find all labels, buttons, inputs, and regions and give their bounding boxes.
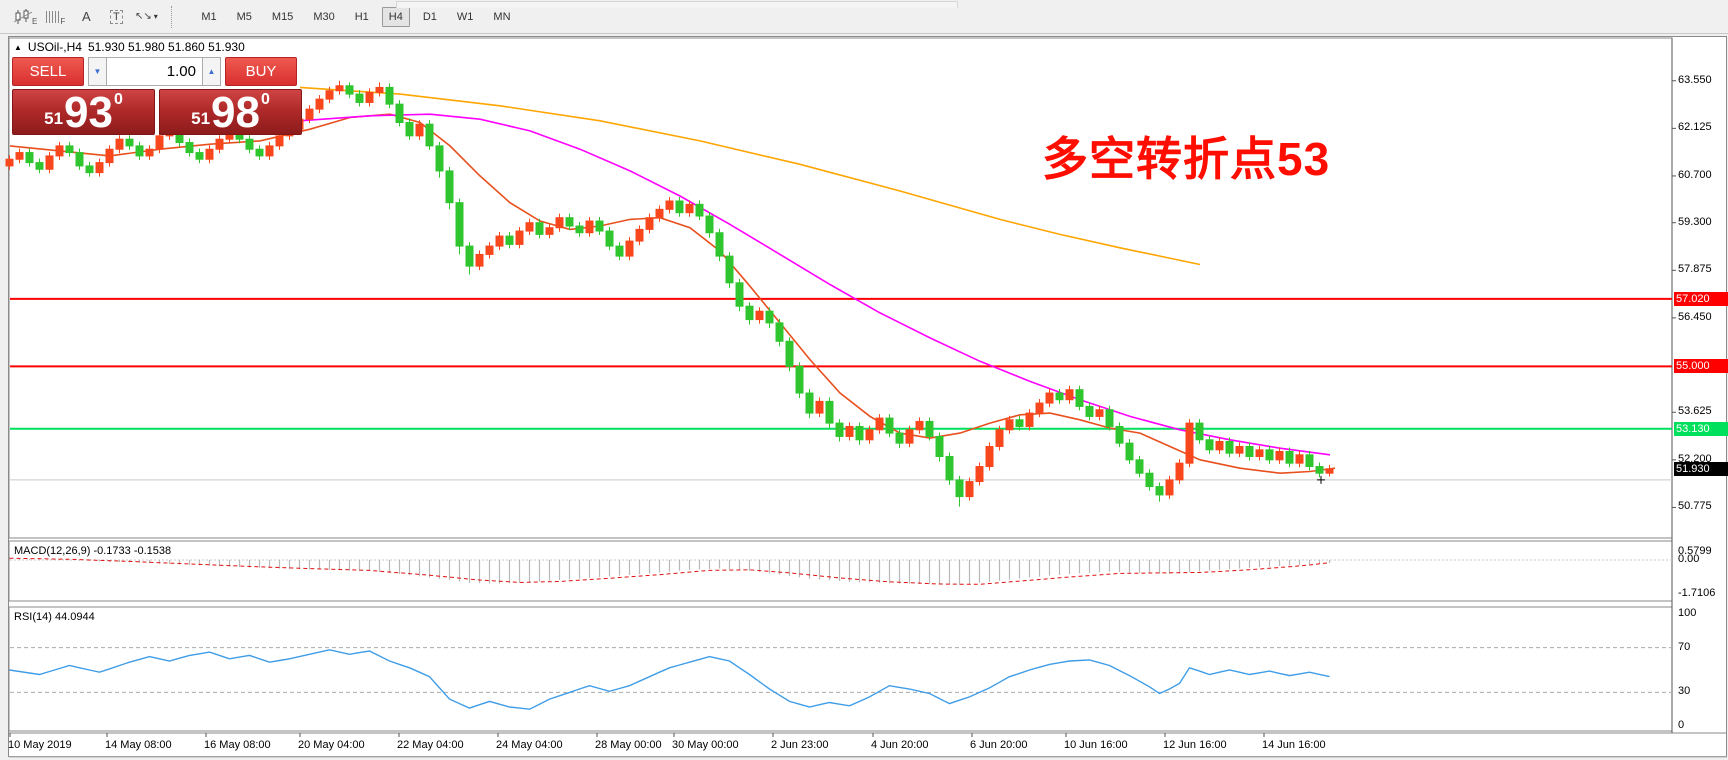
- price-axis-label: 53.625: [1678, 405, 1712, 417]
- date-axis-label: 20 May 04:00: [298, 739, 365, 751]
- text-label-glyph: A: [82, 9, 91, 24]
- price-axis-label: 57.875: [1678, 263, 1712, 275]
- volume-increase-button[interactable]: ▲: [202, 57, 221, 86]
- drawing-tools-group: E F A T ↖↘ ▾: [10, 4, 161, 30]
- sell-quote-box[interactable]: 51 93 0: [12, 89, 155, 135]
- volume-input[interactable]: [107, 57, 202, 86]
- date-axis-label: 16 May 08:00: [204, 739, 271, 751]
- toolbar-chrome-strip: [396, 1, 958, 8]
- chart-window[interactable]: [8, 36, 1727, 757]
- price-level-badge: 53.130: [1674, 422, 1728, 436]
- date-axis-label: 30 May 00:00: [672, 739, 739, 751]
- ohlc-values: 51.930 51.980 51.860 51.930: [87, 40, 245, 54]
- macd-scale-label: 0.5799: [1678, 545, 1712, 557]
- timeframe-button-mn[interactable]: MN: [493, 10, 511, 23]
- grid-icon[interactable]: F: [44, 5, 68, 29]
- volume-stepper: ▼ ▲: [88, 57, 221, 86]
- buy-button[interactable]: BUY: [225, 57, 297, 86]
- price-level-badge: 57.020: [1674, 292, 1728, 306]
- cursor-arrows-glyph: ↖↘: [134, 11, 152, 22]
- date-axis-label: 22 May 04:00: [397, 739, 464, 751]
- rsi-scale-label: 70: [1678, 641, 1691, 653]
- timeframe-group: M1 M5 M15 M30 H1 H4 D1 W1 MN: [191, 4, 520, 30]
- date-axis-label: 2 Jun 23:00: [771, 739, 829, 751]
- current-price-badge: 51.930: [1674, 462, 1728, 476]
- date-axis-label: 10 May 2019: [8, 739, 72, 751]
- chart-header: ▲ USOil-,H4 51.930 51.980 51.860 51.930: [14, 40, 245, 54]
- date-axis-label: 12 Jun 16:00: [1163, 739, 1227, 751]
- macd-label: MACD(12,26,9) -0.1733 -0.1538: [14, 545, 172, 557]
- buy-price-int: 51: [191, 109, 211, 128]
- quote-row: 51 93 0 51 98 0: [12, 89, 302, 135]
- buy-price-main: 98: [211, 88, 260, 138]
- price-axis-label: 63.550: [1678, 74, 1712, 86]
- buy-price-sup: 0: [260, 91, 270, 108]
- date-axis-label: 4 Jun 20:00: [871, 739, 929, 751]
- buy-quote-box[interactable]: 51 98 0: [159, 89, 302, 135]
- price-axis-label: 50.775: [1678, 500, 1712, 512]
- sell-price-sup: 0: [113, 91, 123, 108]
- macd-scale-label: -1.7106: [1678, 587, 1716, 599]
- sell-price-main: 93: [64, 88, 113, 138]
- collapse-triangle-icon[interactable]: ▲: [14, 42, 22, 52]
- timeframe-button-m1[interactable]: M1: [201, 10, 217, 23]
- date-axis-label: 28 May 00:00: [595, 739, 662, 751]
- price-axis-label: 62.125: [1678, 121, 1712, 133]
- date-axis-label: 14 May 08:00: [105, 739, 172, 751]
- date-axis-label: 24 May 04:00: [496, 739, 563, 751]
- timeframe-button-m5[interactable]: M5: [236, 10, 252, 23]
- grid-glyph: [46, 10, 62, 23]
- candles-layer[interactable]: [5, 80, 1334, 507]
- text-label-icon[interactable]: A: [74, 5, 98, 29]
- chart-text-annotation[interactable]: 多空转折点53: [1042, 133, 1331, 185]
- timeframe-button-d1[interactable]: D1: [422, 10, 437, 23]
- price-axis-label: 60.700: [1678, 169, 1712, 181]
- date-axis-label: 14 Jun 16:00: [1262, 739, 1326, 751]
- pane-frames: [8, 37, 1727, 758]
- price-axis-label: 59.300: [1678, 216, 1712, 228]
- timeframe-button-h4[interactable]: H4: [381, 6, 410, 27]
- main-toolbar: E F A T ↖↘ ▾ M1 M5 M15 M30 H1 H4 D1 W1 MN: [0, 0, 1728, 34]
- text-box-icon[interactable]: T: [104, 5, 128, 29]
- toolbar-separator: [171, 5, 173, 28]
- rsi-label: RSI(14) 44.0944: [14, 611, 95, 623]
- rsi-scale-label: 30: [1678, 685, 1691, 697]
- timeframe-button-w1[interactable]: W1: [456, 10, 474, 23]
- candlestick-glyph: [13, 8, 33, 24]
- axis-ticks-layer: [9, 80, 1676, 737]
- crosshair-marker: [1317, 475, 1325, 484]
- sell-price-int: 51: [44, 109, 64, 128]
- price-axis-label: 56.450: [1678, 311, 1712, 323]
- moving-averages-layer: [9, 86, 1336, 475]
- chevron-down-icon[interactable]: ▾: [153, 12, 158, 21]
- trade-controls-row: SELL ▼ ▲ BUY: [12, 57, 302, 86]
- macd-layer: [8, 557, 1672, 585]
- chart-type-icon[interactable]: E: [13, 5, 38, 29]
- symbol-title: USOil-,H4: [27, 40, 82, 54]
- text-box-glyph: T: [109, 9, 123, 24]
- cursor-arrows-icon[interactable]: ↖↘ ▾: [134, 5, 158, 29]
- horizontal-levels-layer[interactable]: [10, 297, 1672, 481]
- date-axis-label: 6 Jun 20:00: [970, 739, 1028, 751]
- tool-sub-label: F: [60, 17, 66, 26]
- sell-button[interactable]: SELL: [12, 57, 84, 86]
- one-click-trade-panel: SELL ▼ ▲ BUY 51 93 0 51 98 0: [12, 57, 302, 135]
- macd-scale-label: 0.00: [1678, 553, 1700, 565]
- timeframe-button-m15[interactable]: M15: [271, 10, 294, 23]
- rsi-scale-label: 0: [1678, 719, 1685, 731]
- price-level-badge: 55.000: [1674, 359, 1728, 373]
- rsi-scale-label: 100: [1678, 607, 1697, 619]
- date-axis-label: 10 Jun 16:00: [1064, 739, 1128, 751]
- timeframe-button-m30[interactable]: M30: [313, 10, 335, 23]
- volume-decrease-button[interactable]: ▼: [88, 57, 107, 86]
- timeframe-button-h1[interactable]: H1: [354, 10, 369, 23]
- tool-sub-label: E: [32, 17, 38, 26]
- rsi-layer: [9, 647, 1672, 710]
